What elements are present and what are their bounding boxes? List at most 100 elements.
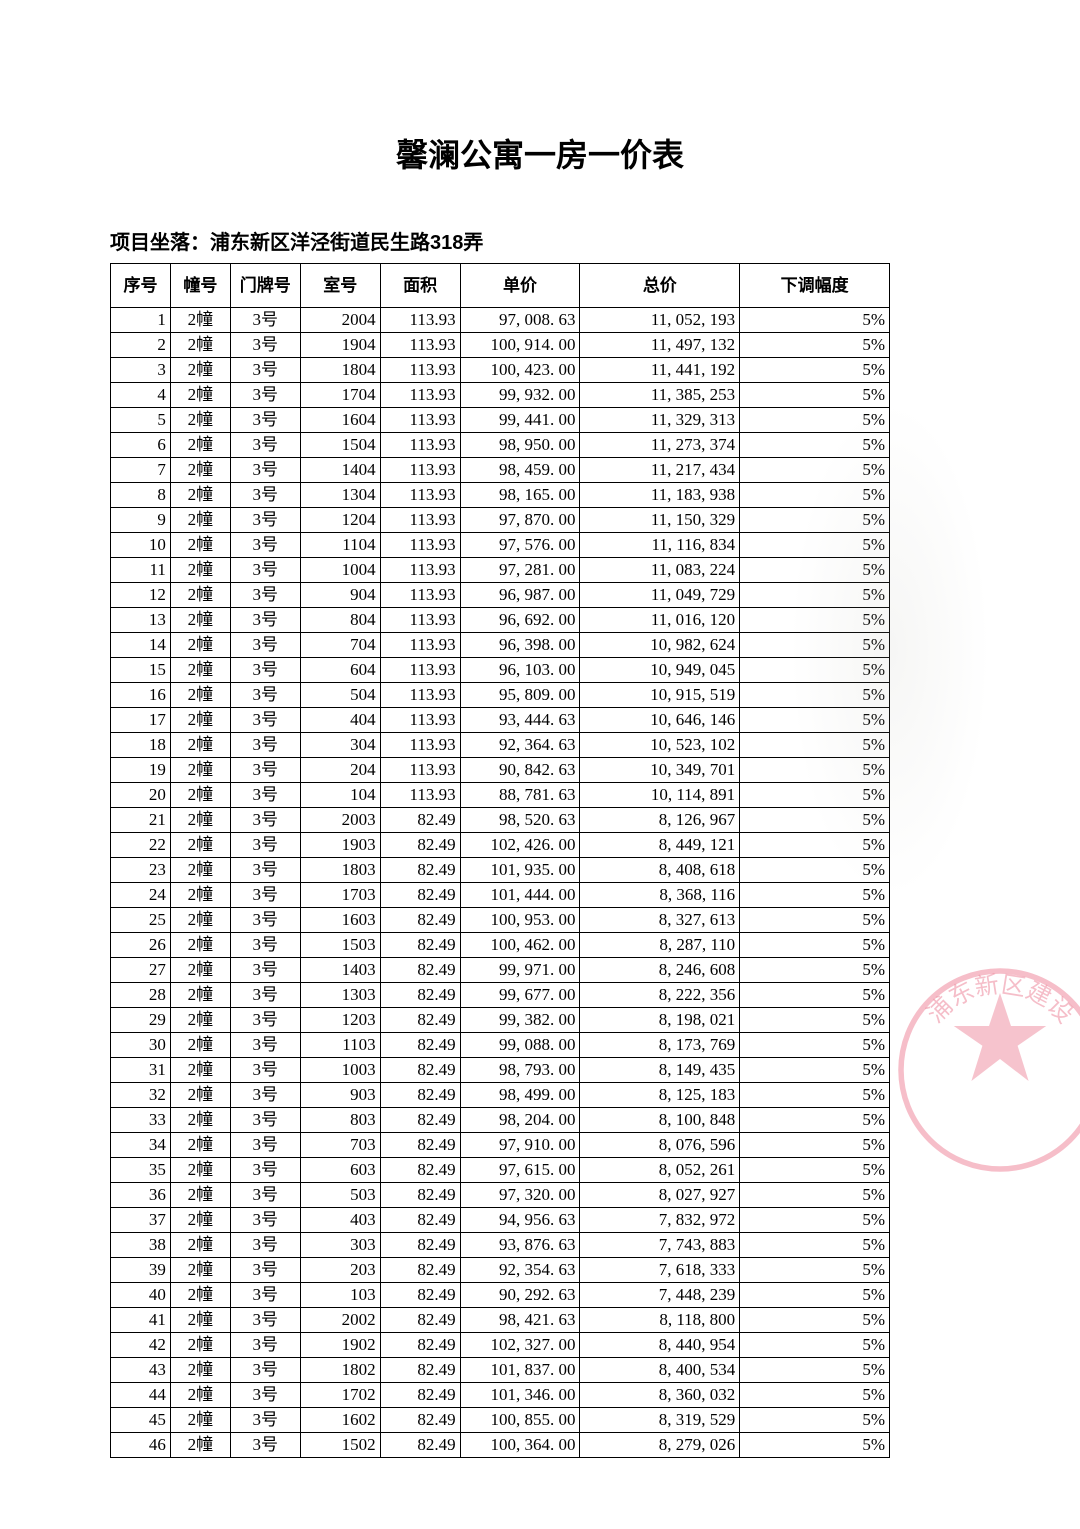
- cell: 82.49: [380, 1133, 460, 1158]
- cell: 2幢: [170, 1208, 230, 1233]
- cell: 1004: [300, 558, 380, 583]
- cell: 113.93: [380, 558, 460, 583]
- cell: 3号: [230, 1058, 300, 1083]
- cell: 113.93: [380, 758, 460, 783]
- cell: 5%: [740, 558, 890, 583]
- cell: 99, 932. 00: [460, 383, 580, 408]
- table-row: 322幢3号90382.4998, 499. 008, 125, 1835%: [111, 1083, 890, 1108]
- cell: 3号: [230, 1158, 300, 1183]
- cell: 8, 027, 927: [580, 1183, 740, 1208]
- col-header: 室号: [300, 264, 380, 308]
- cell: 2幢: [170, 1008, 230, 1033]
- cell: 41: [111, 1308, 171, 1333]
- cell: 1502: [300, 1433, 380, 1458]
- cell: 113.93: [380, 608, 460, 633]
- cell: 2幢: [170, 458, 230, 483]
- cell: 26: [111, 933, 171, 958]
- cell: 904: [300, 583, 380, 608]
- cell: 7, 448, 239: [580, 1283, 740, 1308]
- cell: 99, 441. 00: [460, 408, 580, 433]
- cell: 113.93: [380, 408, 460, 433]
- cell: 23: [111, 858, 171, 883]
- col-header: 序号: [111, 264, 171, 308]
- cell: 3号: [230, 533, 300, 558]
- cell: 101, 935. 00: [460, 858, 580, 883]
- cell: 8, 100, 848: [580, 1108, 740, 1133]
- cell: 3号: [230, 1033, 300, 1058]
- cell: 1803: [300, 858, 380, 883]
- cell: 21: [111, 808, 171, 833]
- cell: 2幢: [170, 783, 230, 808]
- cell: 8, 279, 026: [580, 1433, 740, 1458]
- cell: 11, 217, 434: [580, 458, 740, 483]
- table-row: 122幢3号904113.9396, 987. 0011, 049, 7295%: [111, 583, 890, 608]
- cell: 2幢: [170, 758, 230, 783]
- cell: 25: [111, 908, 171, 933]
- table-row: 432幢3号180282.49101, 837. 008, 400, 5345%: [111, 1358, 890, 1383]
- cell: 2幢: [170, 708, 230, 733]
- cell: 1304: [300, 483, 380, 508]
- cell: 11, 116, 834: [580, 533, 740, 558]
- table-row: 292幢3号120382.4999, 382. 008, 198, 0215%: [111, 1008, 890, 1033]
- cell: 8, 125, 183: [580, 1083, 740, 1108]
- cell: 5%: [740, 1308, 890, 1333]
- cell: 1804: [300, 358, 380, 383]
- cell: 2幢: [170, 533, 230, 558]
- cell: 2幢: [170, 933, 230, 958]
- cell: 3号: [230, 1383, 300, 1408]
- cell: 2幢: [170, 1358, 230, 1383]
- cell: 1904: [300, 333, 380, 358]
- cell: 5%: [740, 758, 890, 783]
- subtitle: 项目坐落：浦东新区洋泾街道民生路318弄: [110, 226, 1080, 255]
- cell: 603: [300, 1158, 380, 1183]
- cell: 5%: [740, 1133, 890, 1158]
- cell: 6: [111, 433, 171, 458]
- cell: 3号: [230, 883, 300, 908]
- cell: 3号: [230, 1283, 300, 1308]
- cell: 11, 441, 192: [580, 358, 740, 383]
- cell: 3号: [230, 458, 300, 483]
- cell: 13: [111, 608, 171, 633]
- cell: 96, 987. 00: [460, 583, 580, 608]
- cell: 5%: [740, 883, 890, 908]
- cell: 5%: [740, 358, 890, 383]
- cell: 8, 327, 613: [580, 908, 740, 933]
- cell: 5%: [740, 658, 890, 683]
- cell: 803: [300, 1108, 380, 1133]
- cell: 15: [111, 658, 171, 683]
- cell: 2幢: [170, 733, 230, 758]
- cell: 3号: [230, 508, 300, 533]
- cell: 113.93: [380, 583, 460, 608]
- cell: 33: [111, 1108, 171, 1133]
- table-head: 序号幢号门牌号室号面积单价总价下调幅度: [111, 264, 890, 308]
- cell: 92, 364. 63: [460, 733, 580, 758]
- cell: 5%: [740, 683, 890, 708]
- table-row: 82幢3号1304113.9398, 165. 0011, 183, 9385%: [111, 483, 890, 508]
- table-row: 232幢3号180382.49101, 935. 008, 408, 6185%: [111, 858, 890, 883]
- cell: 804: [300, 608, 380, 633]
- cell: 3号: [230, 658, 300, 683]
- cell: 5%: [740, 1108, 890, 1133]
- table-row: 142幢3号704113.9396, 398. 0010, 982, 6245%: [111, 633, 890, 658]
- table-row: 392幢3号20382.4992, 354. 637, 618, 3335%: [111, 1258, 890, 1283]
- table-row: 192幢3号204113.9390, 842. 6310, 349, 7015%: [111, 758, 890, 783]
- cell: 96, 692. 00: [460, 608, 580, 633]
- cell: 3号: [230, 483, 300, 508]
- cell: 99, 971. 00: [460, 958, 580, 983]
- cell: 5%: [740, 533, 890, 558]
- table-row: 372幢3号40382.4994, 956. 637, 832, 9725%: [111, 1208, 890, 1233]
- table-row: 452幢3号160282.49100, 855. 008, 319, 5295%: [111, 1408, 890, 1433]
- cell: 102, 426. 00: [460, 833, 580, 858]
- cell: 1603: [300, 908, 380, 933]
- cell: 2幢: [170, 908, 230, 933]
- col-header: 面积: [380, 264, 460, 308]
- cell: 3号: [230, 383, 300, 408]
- cell: 10: [111, 533, 171, 558]
- cell: 11, 016, 120: [580, 608, 740, 633]
- cell: 5%: [740, 1383, 890, 1408]
- table-row: 462幢3号150282.49100, 364. 008, 279, 0265%: [111, 1433, 890, 1458]
- cell: 2幢: [170, 1233, 230, 1258]
- price-table: 序号幢号门牌号室号面积单价总价下调幅度 12幢3号2004113.9397, 0…: [110, 263, 890, 1458]
- cell: 8, 149, 435: [580, 1058, 740, 1083]
- cell: 5%: [740, 958, 890, 983]
